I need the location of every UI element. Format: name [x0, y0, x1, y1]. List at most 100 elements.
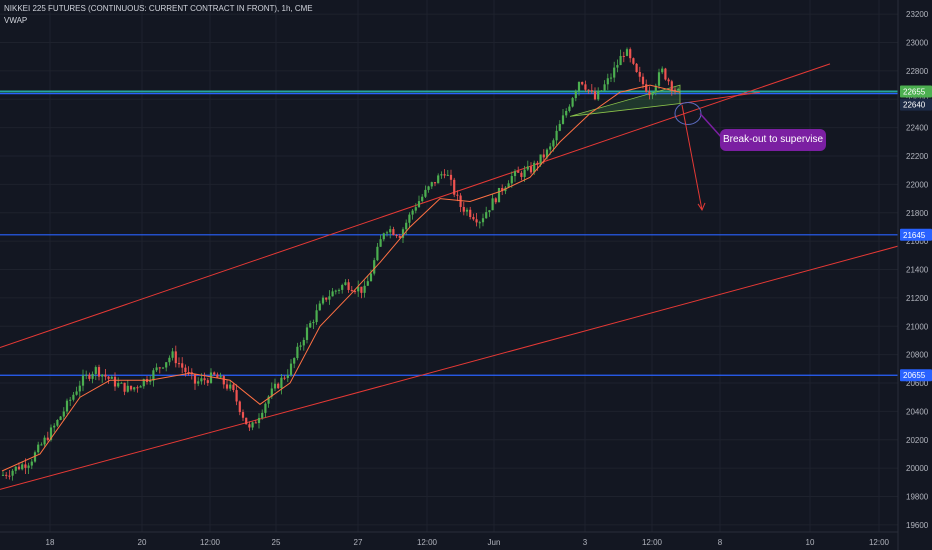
candle-body — [622, 55, 625, 57]
candle-body — [328, 296, 331, 300]
candle-body — [110, 376, 113, 379]
candle-body — [181, 363, 184, 368]
candle-body — [101, 374, 104, 377]
price-tick-label: 22800 — [906, 67, 929, 76]
candle-body — [347, 282, 350, 290]
candle-body — [555, 130, 558, 141]
candle-body — [69, 399, 72, 401]
candle-body — [27, 465, 30, 468]
candle-body — [104, 374, 107, 377]
candle-body — [673, 89, 677, 91]
candle-body — [21, 464, 24, 470]
candle-body — [33, 452, 37, 462]
arrow-head — [697, 202, 706, 212]
price-tag-label: 22640 — [903, 101, 926, 110]
breakout-arrow — [681, 104, 723, 212]
price-tag-bg — [900, 98, 932, 111]
candle-body — [411, 210, 414, 215]
candle-body — [305, 327, 309, 340]
candle-body — [280, 377, 283, 389]
price-tick-label: 21800 — [906, 209, 929, 218]
candle-body — [203, 378, 206, 381]
candle-body — [613, 67, 616, 78]
chart-title: NIKKEI 225 FUTURES (CONTINUOUS: CURRENT … — [4, 4, 313, 13]
candle-body — [88, 374, 91, 379]
price-tag-bg — [900, 85, 932, 98]
candle-body — [72, 394, 75, 400]
candle-body — [513, 171, 517, 177]
candle-body — [197, 381, 200, 384]
vwap-polyline — [1, 84, 681, 472]
candle-body — [302, 339, 305, 346]
candle-body — [293, 358, 296, 364]
candle-body — [405, 222, 408, 230]
time-tick-label: 3 — [583, 538, 588, 547]
candle-body — [542, 154, 545, 158]
candle-body — [427, 186, 430, 190]
candle-body — [638, 71, 641, 77]
candle-body — [337, 289, 341, 291]
price-tag-label: 20655 — [903, 371, 926, 380]
price-tick-label: 21000 — [906, 322, 929, 331]
time-tick-label: 20 — [138, 538, 147, 547]
candle-body — [453, 179, 456, 195]
candle-body — [478, 222, 481, 224]
candle-body — [446, 174, 449, 176]
candle-body — [267, 396, 270, 404]
time-tick-label: 12:00 — [200, 538, 221, 547]
candle-body — [664, 68, 667, 80]
candle-body — [225, 384, 229, 389]
time-tick-label: 18 — [46, 538, 55, 547]
candle-body — [5, 474, 8, 476]
candle-body — [46, 437, 49, 440]
candle-body — [491, 198, 494, 211]
candle-body — [635, 63, 638, 72]
candle-body — [273, 383, 277, 389]
candle-body — [379, 239, 382, 247]
candle-body — [53, 425, 56, 428]
candle-body — [603, 84, 606, 91]
candle-body — [385, 232, 389, 234]
candle-body — [536, 162, 539, 165]
candle-body — [440, 174, 443, 176]
candle-body — [417, 201, 421, 208]
candle-body — [219, 376, 222, 378]
candle-body — [414, 207, 417, 211]
candle-body — [206, 380, 209, 383]
candle-body — [85, 374, 88, 376]
candle-body — [286, 375, 289, 379]
breakout-callout[interactable]: Break-out to supervise — [720, 129, 826, 151]
candle-body — [129, 385, 133, 390]
time-axis[interactable]: 18 20 12:00 25 27 12:00 Jun 3 12:00 8 10 12:00 — [0, 531, 898, 547]
candle-body — [661, 68, 664, 73]
callout-connector — [699, 112, 723, 139]
candle-body — [616, 65, 619, 68]
price-tick-label: 21600 — [906, 237, 929, 246]
candle-body — [155, 367, 158, 371]
candle-body — [289, 363, 293, 376]
candle-body — [561, 115, 565, 124]
candle-body — [366, 281, 369, 286]
price-tick-label: 20400 — [906, 407, 929, 416]
candle-body — [373, 260, 376, 274]
indicator-label[interactable]: VWAP — [4, 16, 28, 25]
candle-body — [277, 383, 280, 389]
price-tag-bg — [900, 228, 932, 241]
price-axis[interactable]: 19600 19800 20000 20200 20400 20600 20800 21000… — [897, 0, 932, 550]
candle-body — [651, 92, 654, 96]
candle-body — [309, 323, 312, 328]
candle-body — [168, 357, 171, 363]
price-tick-label: 21200 — [906, 294, 929, 303]
candle-body — [469, 209, 472, 217]
candle-body — [43, 437, 46, 445]
arrow-shaft — [681, 104, 703, 211]
candle-body — [59, 416, 62, 420]
candle-body — [315, 310, 318, 323]
candle-body — [149, 380, 152, 382]
candle-body — [353, 291, 357, 293]
vwap-line — [1, 84, 681, 472]
candle-body — [325, 297, 328, 300]
time-tick-label: 12:00 — [417, 538, 438, 547]
candle-body — [657, 72, 661, 86]
